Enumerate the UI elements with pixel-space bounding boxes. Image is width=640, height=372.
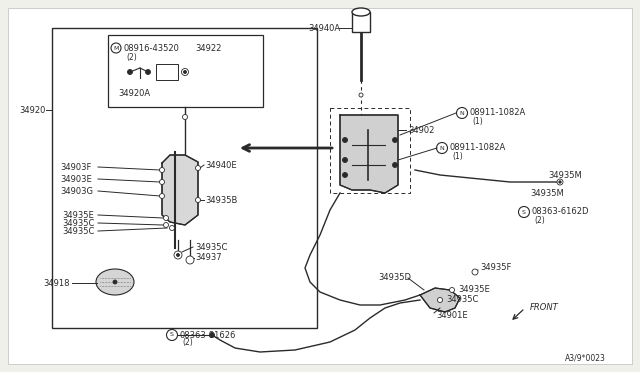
Circle shape [182, 115, 188, 119]
Circle shape [449, 288, 454, 292]
Bar [108, 35, 263, 107]
Text: 34935C: 34935C [62, 227, 94, 235]
Circle shape [342, 138, 348, 142]
Text: A3/9*0023: A3/9*0023 [565, 353, 606, 362]
Bar [330, 108, 410, 193]
Text: 34902: 34902 [408, 125, 435, 135]
Text: N: N [460, 110, 465, 115]
Text: (2): (2) [182, 339, 193, 347]
Polygon shape [162, 155, 198, 225]
Text: 34935B: 34935B [205, 196, 237, 205]
Text: (1): (1) [452, 151, 463, 160]
Text: 34903G: 34903G [60, 186, 93, 196]
Text: 34935M: 34935M [530, 189, 564, 198]
Ellipse shape [96, 269, 134, 295]
Circle shape [113, 280, 117, 284]
Text: 08363-81626: 08363-81626 [179, 330, 236, 340]
Circle shape [342, 173, 348, 177]
Circle shape [209, 333, 214, 337]
Circle shape [159, 180, 164, 185]
Text: 08911-1082A: 08911-1082A [449, 142, 505, 151]
Text: 34903F: 34903F [60, 163, 92, 171]
Text: 34935E: 34935E [458, 285, 490, 295]
Text: 34918: 34918 [44, 279, 70, 288]
Text: 34920: 34920 [20, 106, 46, 115]
Text: N: N [440, 145, 444, 151]
Circle shape [159, 167, 164, 173]
Text: 34922: 34922 [195, 44, 221, 52]
Text: 34920A: 34920A [118, 89, 150, 97]
Text: 34935M: 34935M [548, 170, 582, 180]
Circle shape [186, 256, 194, 264]
Circle shape [163, 222, 168, 228]
Text: (2): (2) [126, 52, 137, 61]
Polygon shape [420, 288, 460, 312]
Bar [156, 64, 178, 80]
Bar [352, 12, 370, 32]
Text: 34935C: 34935C [62, 218, 94, 228]
Polygon shape [340, 115, 398, 193]
Text: 34935E: 34935E [62, 211, 93, 219]
Ellipse shape [352, 8, 370, 16]
Text: 34935F: 34935F [480, 263, 511, 273]
Text: 08916-43520: 08916-43520 [123, 44, 179, 52]
Text: 34901E: 34901E [436, 311, 468, 320]
Circle shape [342, 157, 348, 163]
Circle shape [182, 68, 189, 76]
Circle shape [145, 70, 150, 74]
Circle shape [195, 166, 200, 170]
Text: (1): (1) [472, 116, 483, 125]
Text: 34940E: 34940E [205, 160, 237, 170]
Text: 08363-6162D: 08363-6162D [531, 206, 589, 215]
Circle shape [184, 71, 186, 74]
Circle shape [127, 70, 132, 74]
Text: M: M [113, 45, 118, 51]
Text: 34935C: 34935C [195, 243, 227, 251]
Circle shape [163, 215, 168, 221]
Text: S: S [522, 209, 526, 215]
Circle shape [195, 198, 200, 202]
Text: FRONT: FRONT [530, 303, 559, 312]
Circle shape [359, 93, 363, 97]
Circle shape [438, 298, 442, 302]
Text: 08911-1082A: 08911-1082A [469, 108, 525, 116]
Circle shape [170, 225, 175, 231]
Circle shape [557, 179, 563, 185]
Circle shape [392, 138, 397, 142]
Circle shape [392, 163, 397, 167]
Text: (2): (2) [534, 215, 545, 224]
Circle shape [159, 193, 164, 199]
Circle shape [177, 253, 179, 257]
Text: 34903E: 34903E [60, 174, 92, 183]
Bar [52, 28, 317, 328]
Text: 34937: 34937 [195, 253, 221, 263]
Text: 34935C: 34935C [446, 295, 478, 305]
Circle shape [559, 181, 561, 183]
Circle shape [174, 251, 182, 259]
Circle shape [472, 269, 478, 275]
Text: S: S [170, 333, 174, 337]
Text: 34940A: 34940A [308, 23, 340, 32]
Text: 34935D: 34935D [378, 273, 411, 282]
